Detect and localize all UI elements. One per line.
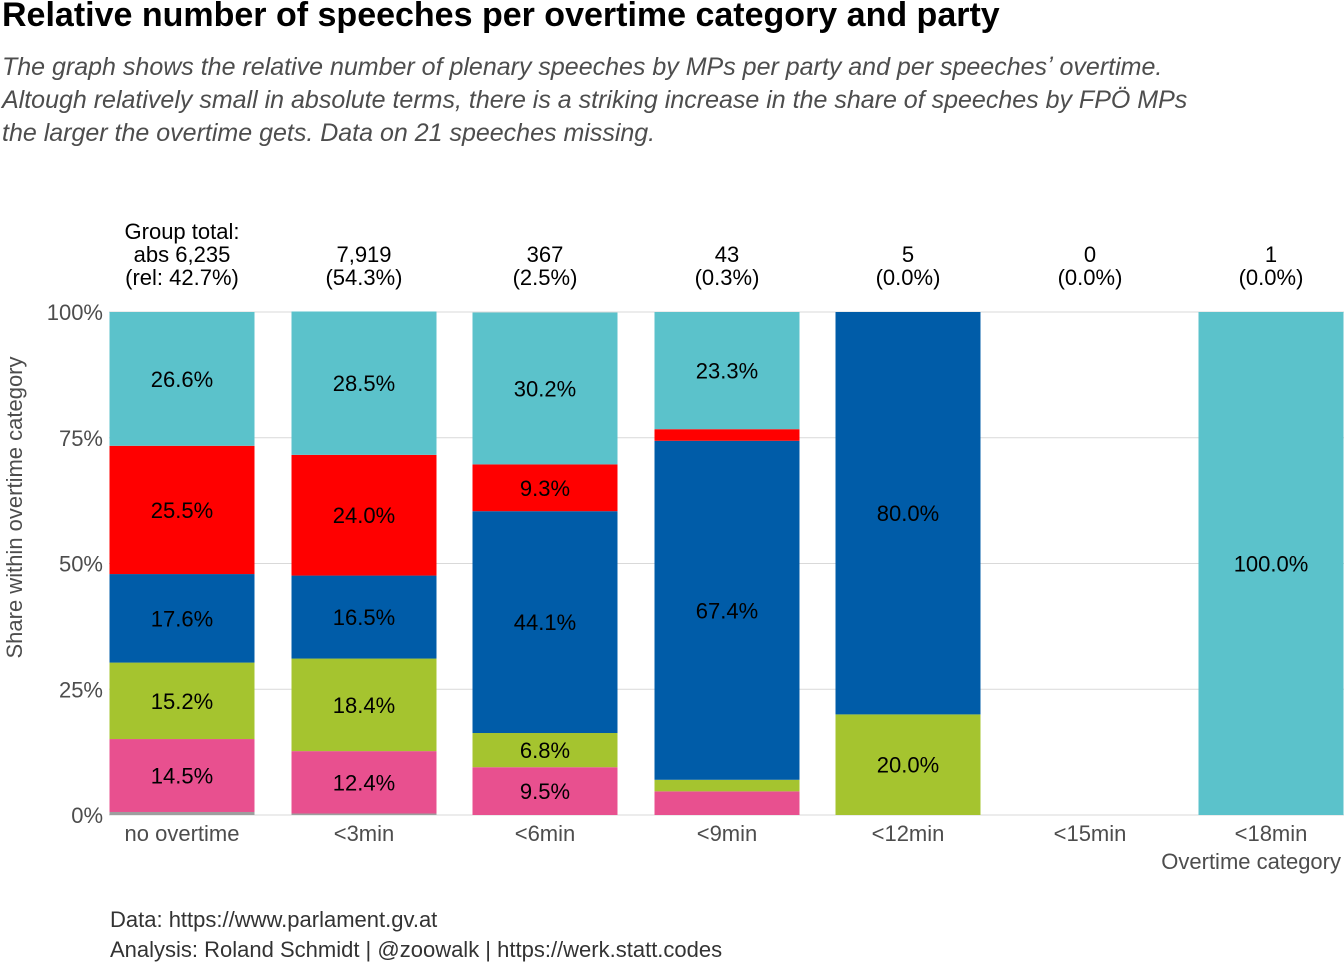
x-tick-label: <3min — [334, 821, 395, 846]
y-tick-label: 0% — [71, 803, 103, 828]
x-tick-label: <9min — [697, 821, 758, 846]
bar-segment — [109, 739, 255, 812]
group-total-label: 7,919 — [336, 242, 391, 267]
group-total-label: (2.5%) — [513, 265, 578, 290]
bar-segment — [654, 429, 800, 441]
bar-value-label: 44.1% — [514, 610, 576, 635]
group-total-label: 5 — [902, 242, 914, 267]
bar-segment — [291, 751, 437, 814]
x-tick-label: <18min — [1235, 821, 1308, 846]
bar-segment — [109, 445, 255, 575]
bar-value-label: 67.4% — [696, 598, 758, 623]
bar-segment — [472, 767, 618, 815]
group-total-label: (0.0%) — [1239, 265, 1304, 290]
chart-caption: Data: https://www.parlament.gv.at Analys… — [110, 905, 722, 965]
y-tick-label: 75% — [59, 426, 103, 451]
bar-value-label: 28.5% — [333, 371, 395, 396]
caption-source: Data: https://www.parlament.gv.at — [110, 907, 438, 932]
group-total-label: 0 — [1084, 242, 1096, 267]
y-tick-label: 50% — [59, 552, 103, 577]
chart-title: Relative number of speeches per overtime… — [2, 0, 1000, 34]
chart-subtitle: The graph shows the relative number of p… — [2, 51, 1342, 150]
bar-value-label: 9.5% — [520, 779, 570, 804]
bar-segment — [654, 779, 800, 792]
subtitle-line: The graph shows the relative number of p… — [2, 53, 1163, 81]
bar-value-label: 30.2% — [514, 376, 576, 401]
x-tick-label: <15min — [1054, 821, 1127, 846]
bar-segment — [472, 733, 618, 768]
bar-segment — [291, 454, 437, 576]
bar-segment — [291, 311, 437, 455]
y-tick-label: 25% — [59, 677, 103, 702]
x-tick-label: no overtime — [125, 821, 240, 846]
subtitle-line: Altough relatively small in absolute ter… — [2, 86, 1188, 114]
bar-segment — [472, 511, 618, 734]
group-total-label: (0.0%) — [1058, 265, 1123, 290]
bar-segment — [654, 440, 800, 780]
bar-segment — [472, 312, 618, 465]
group-total-label: 1 — [1265, 242, 1277, 267]
bar-value-label: 6.8% — [520, 738, 570, 763]
group-total-label: abs 6,235 — [134, 242, 231, 267]
bar-segment — [291, 658, 437, 752]
bar-segment — [109, 811, 255, 815]
group-total-label: (0.0%) — [876, 265, 941, 290]
bar-segment — [835, 312, 981, 715]
bar-segment — [835, 714, 981, 815]
group-total-label: Group total: — [125, 219, 240, 244]
bar-segment — [654, 791, 800, 815]
bar-value-label: 12.4% — [333, 770, 395, 795]
bar-segment — [109, 662, 255, 740]
bar-value-label: 18.4% — [333, 693, 395, 718]
group-total-label: (rel: 42.7%) — [125, 265, 239, 290]
bar-segment — [109, 574, 255, 663]
x-tick-label: <12min — [872, 821, 945, 846]
bar-value-label: 25.5% — [151, 498, 213, 523]
y-tick-label: 100% — [47, 300, 103, 325]
x-tick-label: <6min — [515, 821, 576, 846]
bar-value-label: 16.5% — [333, 605, 395, 630]
bar-segment — [654, 312, 800, 430]
bar-segment — [291, 575, 437, 659]
bar-value-label: 80.0% — [877, 501, 939, 526]
bar-value-label: 100.0% — [1234, 552, 1309, 577]
bar-value-label: 14.5% — [151, 764, 213, 789]
y-axis-title: Share within overtime category — [2, 356, 27, 658]
bar-value-label: 17.6% — [151, 606, 213, 631]
bar-segment — [109, 312, 255, 446]
bar-segment — [1198, 312, 1344, 815]
x-axis-title: Overtime category — [1161, 849, 1341, 874]
subtitle-line: the larger the overtime gets. Data on 21… — [2, 119, 656, 147]
caption-analysis: Analysis: Roland Schmidt | @zoowalk | ht… — [110, 937, 723, 962]
group-total-label: (0.3%) — [695, 265, 760, 290]
bar-value-label: 23.3% — [696, 359, 758, 384]
bar-value-label: 15.2% — [151, 689, 213, 714]
group-total-label: (54.3%) — [325, 265, 402, 290]
group-total-label: 43 — [715, 242, 739, 267]
group-total-label: 367 — [527, 242, 564, 267]
bar-value-label: 26.6% — [151, 367, 213, 392]
bar-value-label: 20.0% — [877, 753, 939, 778]
bar-segment — [472, 464, 618, 512]
bar-value-label: 9.3% — [520, 476, 570, 501]
bar-value-label: 24.0% — [333, 503, 395, 528]
bar-segment — [291, 813, 437, 815]
